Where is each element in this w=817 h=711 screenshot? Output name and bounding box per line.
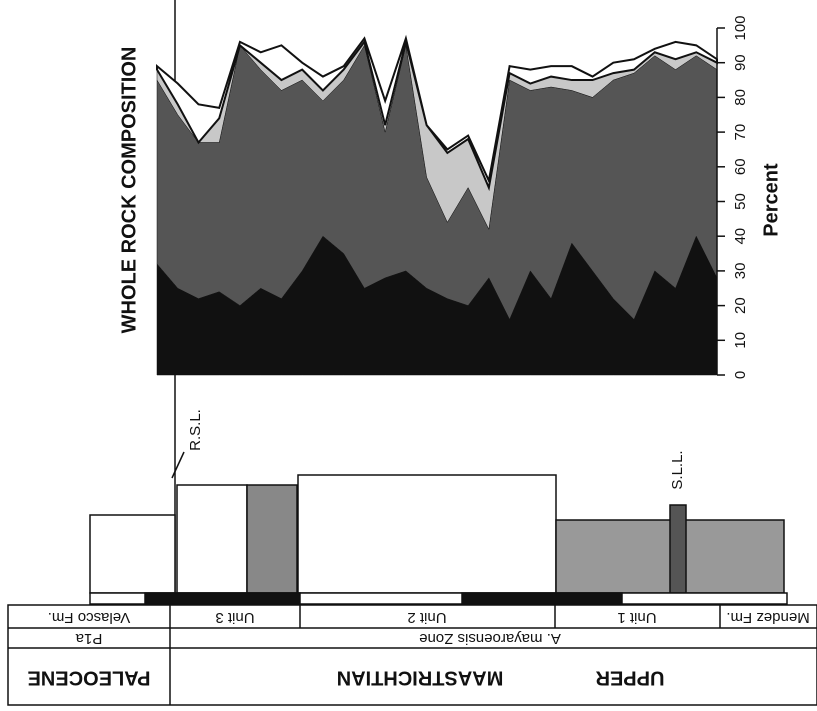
y-tick-label: 60 xyxy=(732,158,749,175)
stage: MAASTRICHTIAN xyxy=(337,667,504,689)
y-tick-label: 90 xyxy=(732,54,749,71)
y-tick-label: 80 xyxy=(732,89,749,106)
formation: Unit 1 xyxy=(617,609,656,626)
formation: Unit 3 xyxy=(215,609,254,626)
strat-table xyxy=(7,604,817,706)
y-tick-label: 40 xyxy=(732,228,749,245)
y-tick-label: 50 xyxy=(732,193,749,210)
y-tick-label: 10 xyxy=(732,332,749,349)
zone: A. mayaroensis Zone xyxy=(419,630,561,647)
stage: UPPER xyxy=(595,667,664,689)
lithology-unit3b xyxy=(246,484,298,594)
marker-label: R.S.L. xyxy=(187,409,204,451)
zone: P1a xyxy=(75,630,102,647)
polarity-strip xyxy=(89,592,788,605)
y-tick-label: 0 xyxy=(732,371,749,379)
formation: Mendez Fm. xyxy=(726,609,809,626)
lithology-velasco xyxy=(89,514,176,594)
y-tick-label: 30 xyxy=(732,263,749,280)
y-axis-label: Percent xyxy=(760,163,782,237)
y-tick-label: 20 xyxy=(732,297,749,314)
formation: Unit 2 xyxy=(407,609,446,626)
y-tick-label: 70 xyxy=(732,124,749,141)
formation: Velasco Fm. xyxy=(48,609,131,626)
lithology-unit2 xyxy=(297,474,557,594)
lithology-sll-bed xyxy=(669,504,687,594)
polarity-black xyxy=(461,592,623,605)
stratigraphic-column xyxy=(7,0,817,706)
arrow xyxy=(171,451,185,479)
lithology-unit3a xyxy=(176,484,248,594)
chart-title: WHOLE ROCK COMPOSITION xyxy=(118,47,140,334)
marker-label: S.L.L. xyxy=(669,450,686,489)
stage: PALEOCENE xyxy=(28,667,151,689)
polarity-black xyxy=(144,592,301,605)
y-tick-label: 100 xyxy=(732,15,749,40)
